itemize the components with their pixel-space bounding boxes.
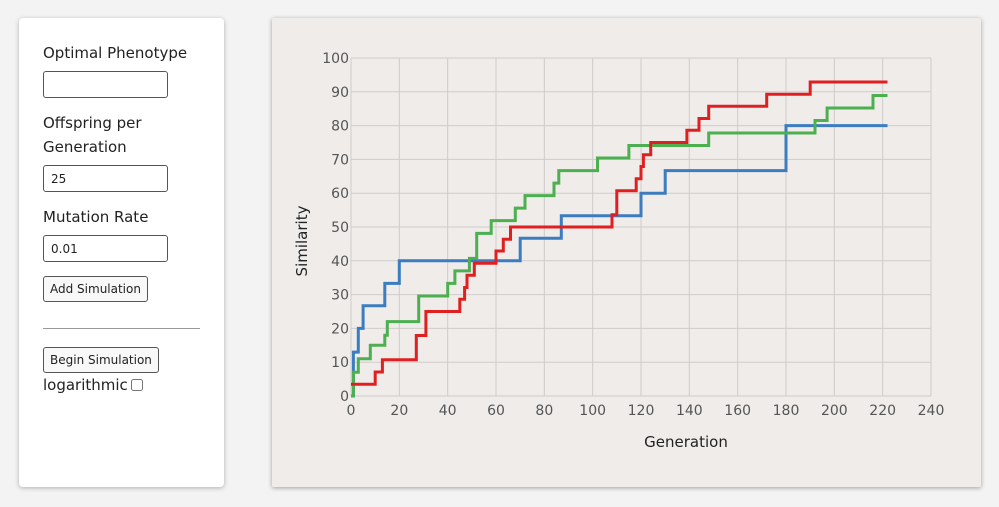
similarity-chart: 0 20 40 60 80 100 120 140 160 180 200 220 240 0 10 20 3… <box>293 51 945 451</box>
offspring-input[interactable] <box>43 165 168 192</box>
chart-series <box>351 80 888 398</box>
y-tick-label: 20 <box>331 321 349 337</box>
add-simulation-button[interactable]: Add Simulation <box>43 276 148 302</box>
logarithmic-checkbox[interactable] <box>130 379 143 391</box>
series-line-3 <box>351 80 888 386</box>
x-tick-label: 140 <box>676 403 703 419</box>
x-tick-label: 20 <box>390 403 408 419</box>
y-tick-label: 80 <box>331 119 349 135</box>
x-tick-label: 40 <box>439 403 457 419</box>
y-tick-label: 30 <box>331 288 349 304</box>
y-tick-label: 50 <box>331 220 349 236</box>
optimal-phenotype-label: Optimal Phenotype <box>43 44 188 62</box>
control-panel: Optimal Phenotype Offspring per Generati… <box>19 18 224 487</box>
x-tick-label: 180 <box>773 403 800 419</box>
y-tick-label: 70 <box>331 152 349 168</box>
x-tick-label: 60 <box>487 403 505 419</box>
y-axis-title: Similarity <box>293 205 311 276</box>
x-tick-label: 100 <box>579 403 606 419</box>
y-tick-label: 60 <box>331 186 349 202</box>
x-tick-label: 80 <box>535 403 553 419</box>
x-tick-label: 0 <box>347 403 356 419</box>
begin-simulation-button[interactable]: Begin Simulation <box>43 347 159 373</box>
y-tick-label: 10 <box>331 355 349 371</box>
y-tick-labels: 0 10 20 30 40 50 60 70 80 90 100 <box>322 51 349 405</box>
logarithmic-row: logarithmic <box>43 374 143 396</box>
logarithmic-label: logarithmic <box>43 376 128 394</box>
mutation-rate-input[interactable] <box>43 235 168 262</box>
x-tick-label: 240 <box>918 403 945 419</box>
y-tick-label: 100 <box>322 51 349 67</box>
optimal-phenotype-input[interactable] <box>43 71 168 98</box>
y-tick-label: 0 <box>340 389 349 405</box>
x-tick-label: 120 <box>628 403 655 419</box>
x-tick-label: 200 <box>821 403 848 419</box>
x-tick-label: 220 <box>869 403 896 419</box>
series-line-2 <box>351 94 888 398</box>
offspring-label-line1: Offspring per <box>43 114 142 132</box>
y-tick-label: 90 <box>331 85 349 101</box>
chart-card: 0 20 40 60 80 100 120 140 160 180 200 220 240 0 10 20 3… <box>272 18 981 487</box>
x-tick-label: 160 <box>724 403 751 419</box>
offspring-label-line2: Generation <box>43 138 127 156</box>
mutation-rate-label: Mutation Rate <box>43 208 149 226</box>
series-line-1 <box>351 124 888 398</box>
x-tick-labels: 0 20 40 60 80 100 120 140 160 180 200 220 240 <box>347 403 945 419</box>
y-tick-label: 40 <box>331 254 349 270</box>
x-axis-title: Generation <box>644 433 728 451</box>
divider <box>43 328 200 329</box>
